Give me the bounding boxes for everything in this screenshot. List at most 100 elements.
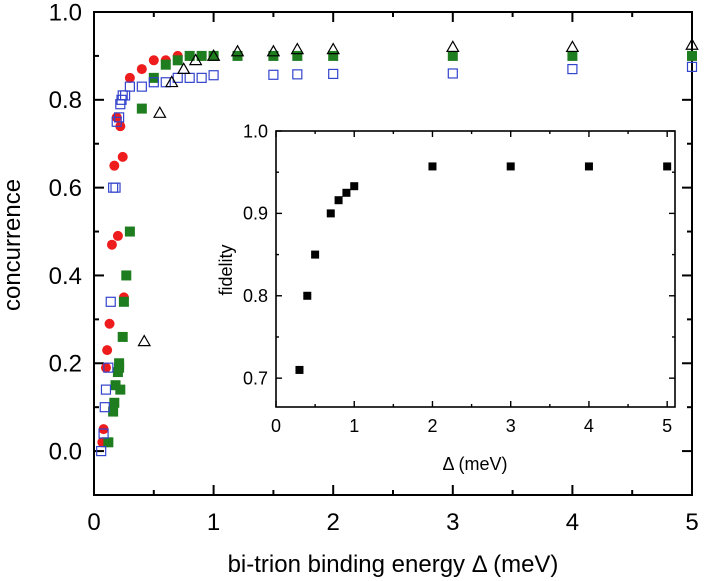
main-blue-open-squares-point: [148, 77, 159, 88]
inset-fidelity-point: [295, 365, 304, 374]
main-open-triangles-point: [266, 44, 281, 57]
main-axis-ticks: 0 1 2 3 4 5 0.0 0.2 0.4 0.6 0.8 1.0: [49, 0, 699, 536]
main-red-circles-point: [124, 72, 135, 83]
inset-fidelity-point: [428, 162, 437, 171]
main-x-tick-label: 0: [87, 509, 100, 536]
main-red-circles-point: [109, 160, 120, 171]
main-blue-open-squares-point: [96, 445, 107, 457]
inset-fidelity-point: [326, 209, 335, 218]
inset-y-tick-label: 0.8: [243, 286, 268, 306]
main-blue-open-squares-point: [103, 362, 114, 373]
inset-y-tick-label: 0.9: [243, 204, 268, 224]
inset-fidelity-point: [342, 188, 351, 197]
main-open-triangles-point: [188, 53, 203, 66]
main-x-tick-label: 1: [207, 509, 220, 536]
main-green-squares-point: [115, 384, 126, 395]
main-blue-open-squares-point: [268, 69, 279, 80]
main-y-axis-label: concurrence: [0, 179, 26, 311]
main-red-circles-point: [104, 318, 115, 329]
main-green-squares-point: [136, 103, 147, 114]
main-green-squares-point: [118, 296, 129, 307]
main-blue-open-squares-point: [105, 296, 116, 307]
main-green-squares-point: [328, 50, 339, 61]
main-blue-open-squares-point: [196, 72, 207, 83]
inset-fidelity-point: [311, 250, 320, 259]
inset-y-tick-label: 1.0: [243, 121, 268, 141]
inset-fidelity-point: [506, 162, 515, 171]
main-green-squares-point: [124, 226, 135, 237]
main-green-squares-point: [292, 50, 303, 61]
main-green-squares-point: [687, 50, 697, 61]
inset-x-tick-label: 5: [662, 416, 672, 436]
main-green-squares-point: [567, 50, 578, 61]
main-blue-open-squares-point: [124, 81, 135, 92]
inset-x-tick-label: 2: [427, 416, 437, 436]
main-red-circles-point: [117, 151, 128, 162]
main-open-triangles-point: [565, 40, 580, 53]
inset-background: [276, 131, 675, 407]
main-red-circles-point: [102, 345, 113, 356]
inset-y-axis-label: fidelity: [216, 244, 236, 295]
main-x-axis-label: bi-trion binding energy Δ (meV): [228, 551, 559, 578]
main-blue-open-squares-point: [114, 112, 125, 123]
main-green-squares-point: [108, 406, 119, 417]
main-y-tick-label: 0.2: [49, 351, 82, 378]
main-red-circles-point: [100, 362, 111, 373]
main-red-circles-point: [136, 64, 147, 75]
inset-x-axis-label: Δ (meV): [442, 454, 507, 474]
main-blue-open-squares-point: [292, 69, 303, 80]
main-y-tick-label: 0.0: [49, 438, 82, 465]
main-blue-open-squares-point: [328, 68, 339, 80]
main-x-tick-label: 3: [446, 509, 459, 536]
main-open-triangles-point: [326, 42, 340, 55]
main-x-tick-label: 5: [685, 509, 698, 536]
main-green-squares-point: [160, 59, 171, 70]
inset-fidelity-point: [303, 291, 312, 300]
main-blue-open-squares-point: [108, 182, 119, 193]
main-red-circles-point: [148, 55, 159, 66]
main-green-squares-point: [103, 437, 114, 448]
inset-x-tick-label: 4: [584, 416, 594, 436]
inset-plot-frame: [275, 130, 676, 408]
main-green-squares-point: [117, 331, 128, 342]
main-green-squares-point: [196, 50, 207, 61]
main-open-triangles-point: [230, 44, 245, 57]
main-green-squares-point: [447, 50, 458, 61]
inset-fidelity-point: [584, 162, 593, 171]
inset-fidelity-point: [334, 196, 343, 205]
main-blue-open-squares-point: [100, 384, 112, 395]
main-open-triangles-point: [290, 42, 305, 55]
main-red-circles-point: [112, 230, 123, 241]
main-y-tick-label: 0.6: [49, 175, 82, 202]
main-blue-open-squares-point: [136, 81, 147, 92]
main-open-triangles-point: [446, 40, 460, 53]
main-green-squares-point: [184, 50, 195, 61]
main-data-points: [96, 37, 699, 457]
main-blue-open-squares-point: [447, 68, 458, 79]
main-blue-open-squares-point: [567, 63, 578, 75]
main-open-triangles-point: [176, 62, 191, 74]
main-y-tick-label: 0.8: [49, 87, 82, 114]
inset-fidelity-point: [663, 162, 672, 171]
main-y-tick-label: 0.4: [49, 263, 82, 290]
inset-data-points: [295, 162, 672, 374]
main-blue-open-squares-point: [98, 428, 109, 439]
main-y-tick-label: 1.0: [49, 0, 82, 26]
main-green-squares-point: [172, 55, 183, 66]
main-x-tick-label: 4: [566, 509, 579, 536]
inset-x-tick-label: 0: [271, 416, 281, 436]
inset-y-tick-label: 0.7: [243, 368, 268, 388]
main-green-squares-point: [121, 270, 132, 281]
main-blue-open-squares-point: [99, 402, 110, 413]
main-red-circles-point: [106, 239, 117, 250]
inset-x-tick-label: 3: [506, 416, 516, 436]
inset-axis-ticks: 0 1 2 3 4 5 0.7 0.8 0.9 1.0: [243, 121, 675, 436]
main-open-triangles-point: [685, 37, 699, 50]
inset-x-tick-label: 1: [349, 416, 359, 436]
inset-fidelity-point: [350, 182, 359, 191]
main-green-squares-point: [208, 50, 219, 61]
main-blue-open-squares-point: [686, 61, 698, 72]
main-open-triangles-point: [152, 106, 167, 118]
main-open-triangles-point: [206, 48, 221, 61]
